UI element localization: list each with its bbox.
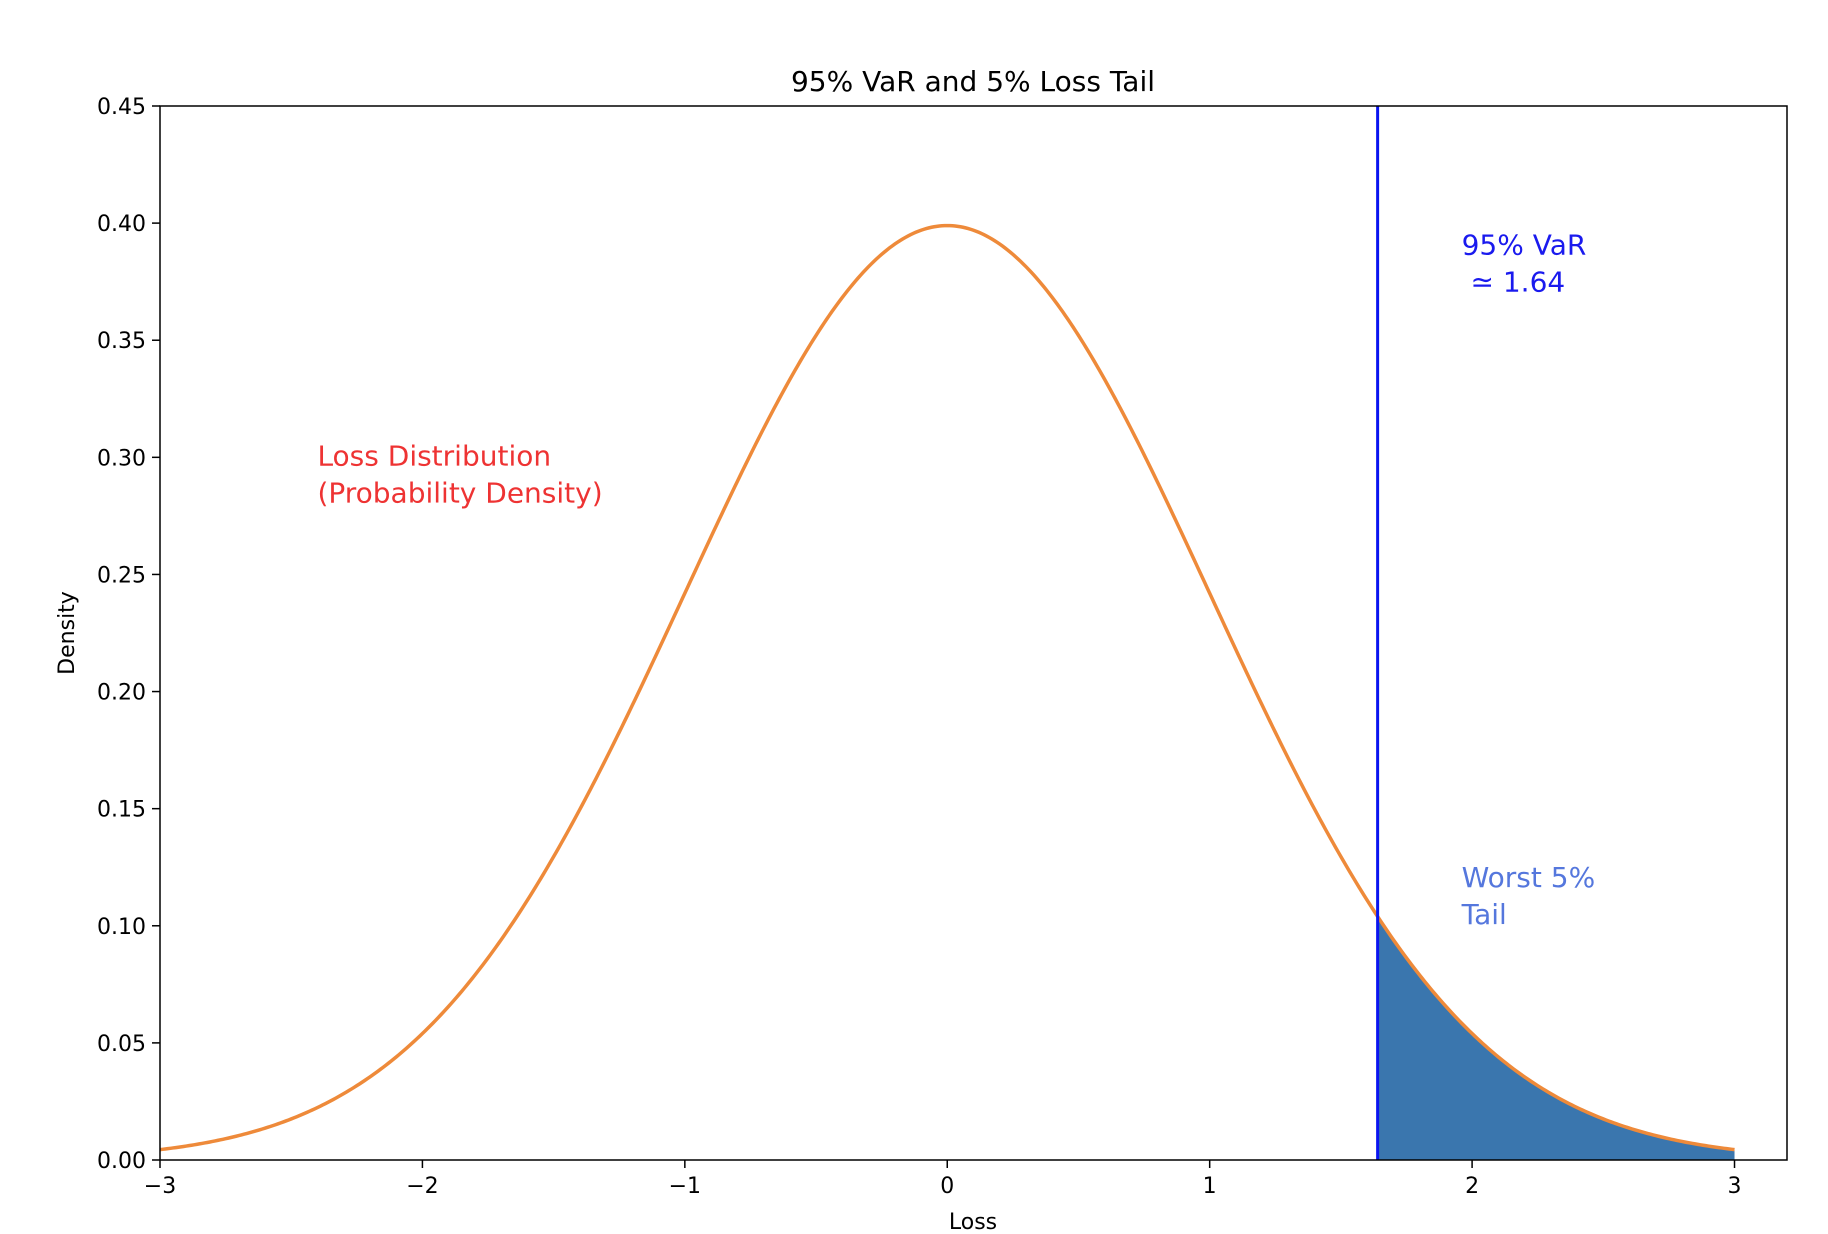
y-axis-label: Density xyxy=(55,591,80,675)
y-axis: 0.00 0.05 0.10 0.15 0.20 0.25 0.30 0.35 0.40 0.45 xyxy=(97,95,160,1174)
annotation-text: Loss Distribution (Probability Density) xyxy=(317,439,602,509)
x-tick-label: 2 xyxy=(1465,1174,1479,1199)
x-axis-label: Loss xyxy=(949,1210,997,1234)
annotation-text: 95% VaR ≃ 1.64 xyxy=(1462,229,1587,299)
annotation-text: Worst 5% Tail xyxy=(1461,861,1596,931)
x-tick-label: 3 xyxy=(1728,1174,1742,1199)
chart-title: 95% VaR and 5% Loss Tail xyxy=(791,65,1155,98)
density-curve xyxy=(159,223,1735,1152)
x-tick-label: −2 xyxy=(406,1174,438,1199)
y-tick-label: 0.10 xyxy=(97,915,146,940)
y-tick-label: 0.00 xyxy=(97,1149,146,1174)
x-axis: −3 −2 −1 0 1 2 3 xyxy=(144,1160,1742,1199)
y-tick-label: 0.25 xyxy=(97,563,146,588)
y-tick-label: 0.05 xyxy=(97,1032,146,1057)
y-tick-label: 0.35 xyxy=(97,329,146,354)
plot-frame xyxy=(159,105,1788,1161)
y-tick-label: 0.15 xyxy=(97,798,146,823)
y-tick-label: 0.20 xyxy=(97,681,146,706)
tail-fill-area xyxy=(1377,916,1735,1160)
x-tick-label: −3 xyxy=(144,1174,176,1199)
x-tick-label: 1 xyxy=(1203,1174,1217,1199)
y-tick-label: 0.40 xyxy=(97,212,146,237)
y-tick-label: 0.30 xyxy=(97,446,146,471)
y-tick-label: 0.45 xyxy=(97,95,146,120)
x-tick-label: 0 xyxy=(940,1174,954,1199)
x-tick-label: −1 xyxy=(669,1174,701,1199)
